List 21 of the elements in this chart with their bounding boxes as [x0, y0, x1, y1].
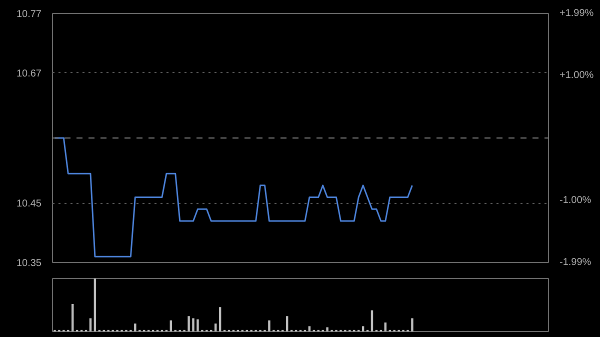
y2-tick-label: -1.99% [560, 257, 592, 268]
y-tick-label: 10.45 [16, 198, 42, 210]
y-tick-label: 10.67 [16, 68, 42, 80]
y2-tick-label: -1.00% [560, 195, 592, 206]
bar [308, 326, 311, 332]
y-tick-label: 10.35 [16, 258, 42, 269]
y2-tick-label: +1.00% [560, 70, 594, 81]
bar [188, 316, 190, 332]
bar [286, 316, 288, 332]
bar [411, 318, 414, 332]
bar [192, 318, 194, 332]
line-series [54, 137, 413, 258]
bar [326, 327, 328, 332]
bar [362, 326, 364, 332]
y2-tick-label: +1.99% [560, 8, 594, 19]
bar [268, 320, 270, 332]
bar [196, 319, 199, 332]
bar [214, 324, 217, 332]
bar [134, 324, 136, 332]
bar [218, 307, 222, 332]
y-tick-label: 10.77 [16, 9, 42, 20]
